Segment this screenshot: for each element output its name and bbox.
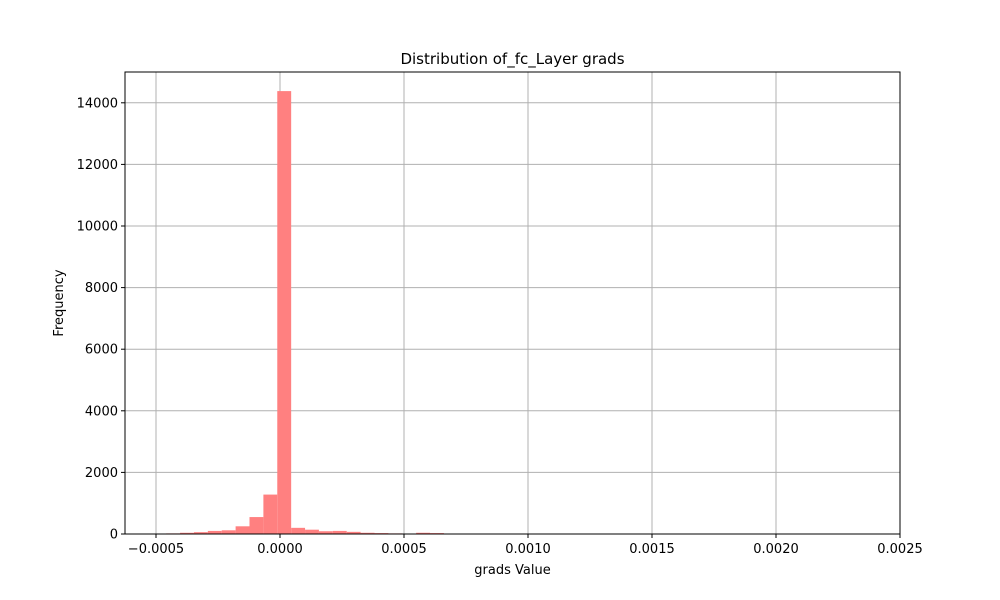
histogram-bar xyxy=(346,531,361,534)
histogram-bar xyxy=(318,531,333,534)
histogram-bar xyxy=(305,529,319,534)
x-axis-label: grads Value xyxy=(474,563,550,578)
x-tick-label: 0.0015 xyxy=(629,542,675,557)
grid-layer xyxy=(125,72,901,535)
histogram-bar xyxy=(193,532,208,534)
bars-layer xyxy=(166,91,444,534)
histogram-bar xyxy=(263,494,278,534)
y-tick-label: 8000 xyxy=(85,281,118,296)
histogram-bar xyxy=(360,532,375,534)
x-tick-label: 0.0000 xyxy=(257,542,303,557)
histogram-bar xyxy=(249,517,264,534)
y-tick-label: 4000 xyxy=(85,404,118,419)
x-tick-label: 0.0005 xyxy=(381,542,427,557)
ticks-layer: −0.0005 0.0000 0.0005 0.0010 0.0015 0.0020 0.0… xyxy=(77,96,923,557)
y-tick-label: 12000 xyxy=(77,158,118,173)
histogram-bar xyxy=(235,526,250,534)
histogram-bar xyxy=(291,527,306,534)
y-tick-label: 2000 xyxy=(85,466,118,481)
histogram-bar xyxy=(416,532,431,534)
histogram-bar xyxy=(332,530,347,534)
y-tick-label: 0 xyxy=(110,528,118,543)
histogram-bar xyxy=(277,91,292,534)
chart-title: Distribution of_fc_Layer grads xyxy=(400,50,624,69)
y-tick-label: 10000 xyxy=(77,220,118,235)
histogram-bar xyxy=(180,532,194,534)
histogram-bar xyxy=(207,530,222,534)
histogram-bar xyxy=(221,530,236,534)
y-axis-label: Frequency xyxy=(52,269,67,336)
x-tick-label: 0.0025 xyxy=(877,542,923,557)
y-tick-label: 14000 xyxy=(77,96,118,111)
x-tick-label: 0.0020 xyxy=(753,542,799,557)
y-tick-label: 6000 xyxy=(85,343,118,358)
x-tick-label: −0.0005 xyxy=(128,542,184,557)
plot-frame xyxy=(124,71,901,535)
x-tick-label: 0.0010 xyxy=(505,542,551,557)
